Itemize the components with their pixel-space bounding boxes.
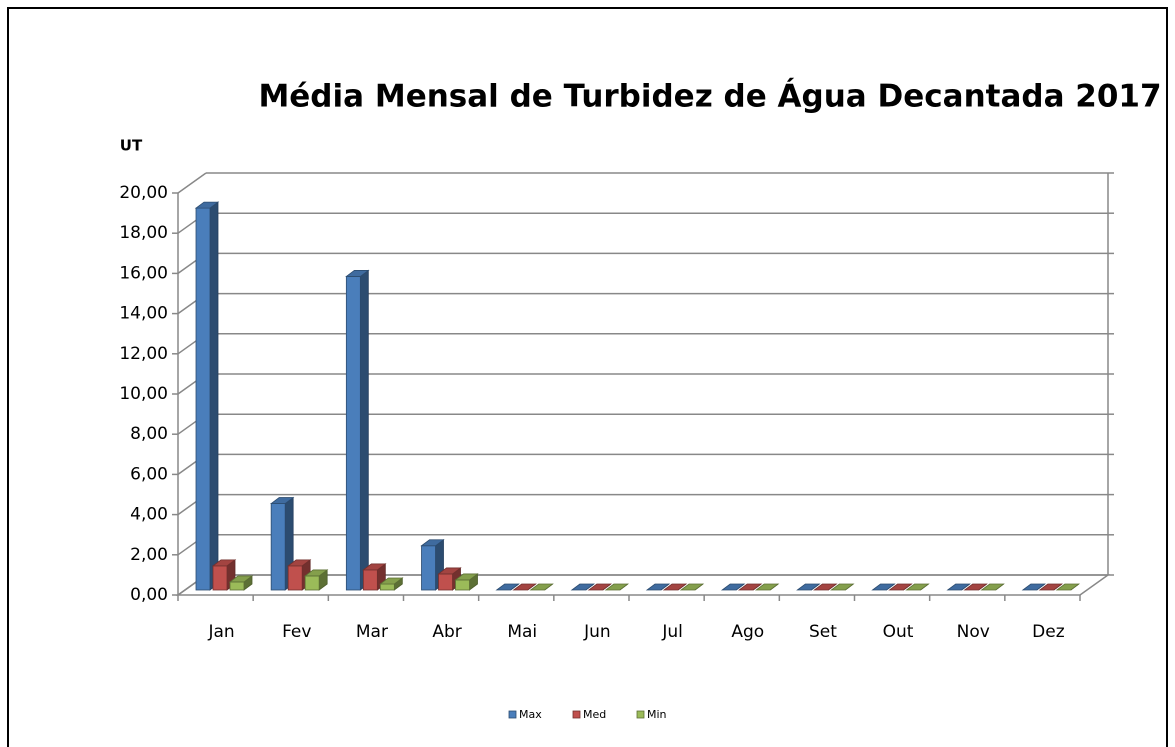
x-tick-label: Abr — [432, 622, 461, 642]
y-axis-label: UT — [120, 137, 143, 155]
chart-title: Média Mensal de Turbidez de Água Decanta… — [258, 79, 1161, 115]
bar-top — [604, 583, 630, 591]
legend-swatch — [508, 710, 517, 719]
x-tick-label: Mar — [356, 622, 388, 642]
bar — [379, 583, 395, 591]
bar-top — [980, 583, 1005, 591]
x-tick-label: Out — [883, 622, 914, 642]
bar-top — [286, 559, 312, 567]
bar — [345, 276, 361, 591]
bar-top — [679, 583, 705, 591]
bar-top — [754, 583, 780, 591]
bar-top — [871, 583, 896, 591]
y-tick-label: 0,00 — [130, 585, 168, 605]
bar — [195, 207, 211, 591]
bar-top — [720, 583, 746, 591]
bar-side — [359, 269, 369, 591]
bar-top — [345, 270, 370, 277]
bar-top — [830, 583, 855, 591]
bar-top — [454, 573, 479, 581]
bar-top — [946, 583, 971, 591]
bar — [421, 545, 436, 591]
y-tick-label: 10,00 — [119, 384, 168, 404]
y-tick-label: 12,00 — [119, 344, 168, 364]
x-tick-label: Fev — [282, 622, 311, 642]
bar — [229, 581, 245, 591]
bar-top — [587, 583, 613, 591]
y-tick-label: 14,00 — [119, 304, 168, 324]
bar — [304, 575, 320, 591]
bar-top — [420, 539, 445, 547]
bar-top — [211, 559, 237, 567]
x-tick-label: Dez — [1032, 622, 1065, 642]
x-tick-label: Mai — [507, 622, 537, 642]
x-tick-label: Jul — [661, 622, 683, 642]
bar-top — [529, 583, 554, 591]
bar-top — [888, 583, 913, 591]
bar — [362, 569, 378, 591]
x-tick-label: Jun — [583, 622, 611, 642]
bar-top — [495, 583, 520, 591]
bar-top — [194, 201, 220, 209]
bar — [212, 565, 228, 591]
bar-top — [570, 583, 596, 591]
y-tick-label: 18,00 — [119, 223, 168, 243]
bar-top — [963, 583, 988, 591]
bar-top — [512, 583, 537, 591]
bar — [287, 565, 303, 591]
bar-top — [303, 569, 329, 577]
bar-top — [228, 575, 254, 583]
x-tick-label: Ago — [731, 622, 764, 642]
legend-label: Max — [519, 708, 542, 721]
legend-swatch — [572, 710, 581, 719]
bar-top — [1038, 583, 1064, 591]
y-tick-label: 20,00 — [119, 183, 168, 203]
legend-label: Min — [647, 708, 667, 721]
grid-line — [177, 172, 207, 194]
bar-top — [437, 567, 462, 575]
bar-top — [737, 583, 763, 591]
x-tick-label: Jan — [207, 622, 234, 642]
bar-top — [905, 583, 930, 591]
bar — [270, 503, 286, 591]
bar — [438, 573, 453, 591]
bar — [455, 579, 470, 591]
legend-label: Med — [583, 708, 606, 721]
bar-top — [813, 583, 838, 591]
bar-top — [662, 583, 688, 591]
bar-top — [796, 583, 821, 591]
bar-top — [1055, 583, 1081, 591]
bar-top — [1021, 583, 1047, 591]
bar-top — [269, 497, 295, 504]
x-tick-label: Set — [809, 622, 837, 642]
legend-swatch — [636, 710, 645, 719]
bar-side — [209, 201, 219, 591]
y-tick-label: 4,00 — [130, 505, 168, 525]
bar-top — [362, 563, 387, 571]
y-tick-label: 2,00 — [130, 545, 168, 565]
y-tick-label: 6,00 — [130, 464, 168, 484]
x-tick-label: Nov — [957, 622, 990, 642]
bar-top — [379, 577, 404, 585]
bar-top — [645, 583, 671, 591]
y-tick-label: 16,00 — [119, 263, 168, 283]
y-tick-label: 8,00 — [130, 424, 168, 444]
